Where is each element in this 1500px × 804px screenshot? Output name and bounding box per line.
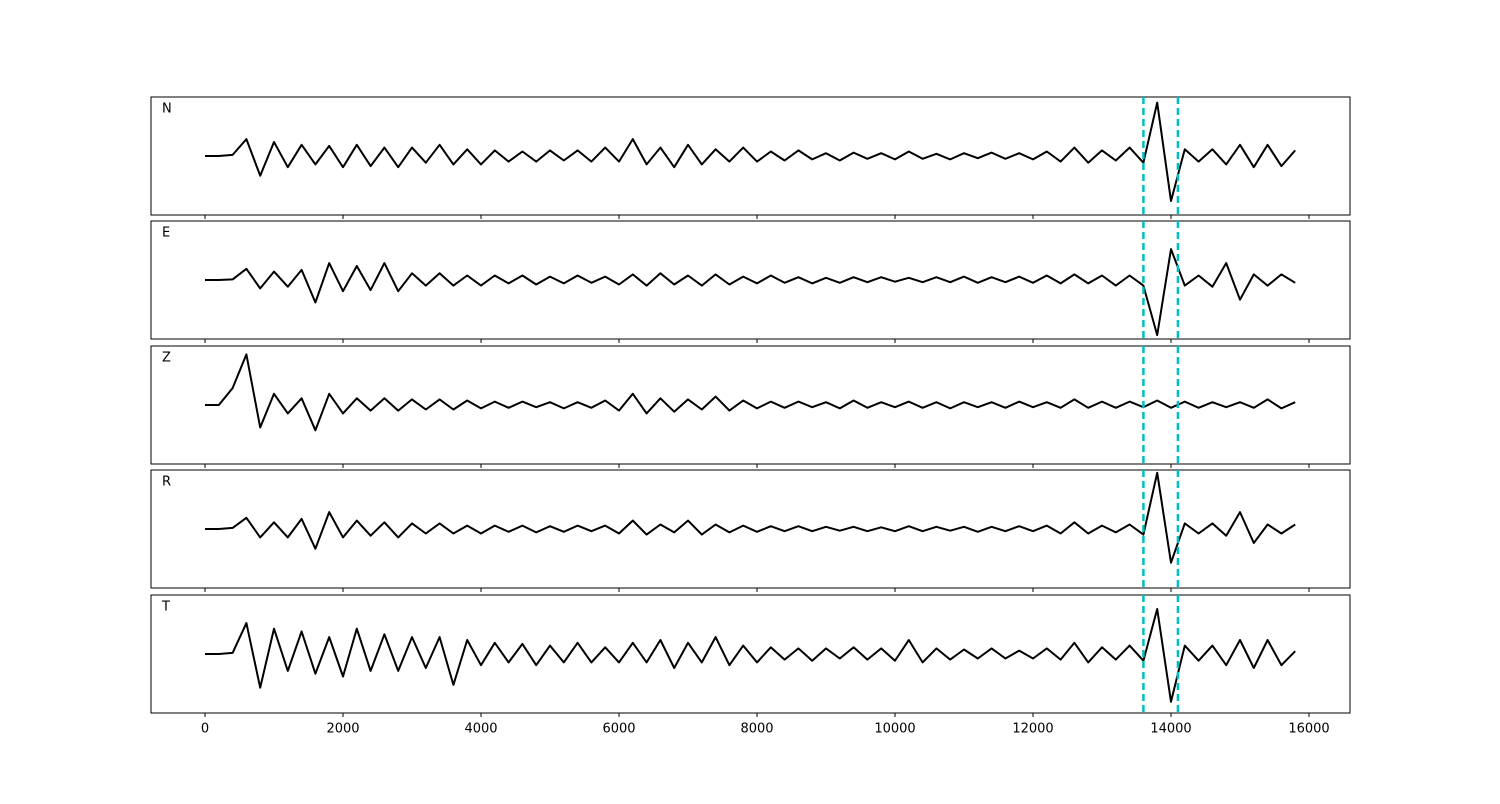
panel-frame xyxy=(150,469,1351,589)
panel-label: Z xyxy=(162,351,171,366)
panel-frame xyxy=(150,220,1351,340)
x-tick-label: 4000 xyxy=(464,722,497,737)
waveform xyxy=(205,471,1296,564)
x-tick-label: 14000 xyxy=(1150,722,1191,737)
waveform xyxy=(205,248,1296,337)
panel-frame xyxy=(150,345,1351,465)
x-tick-label: 6000 xyxy=(602,722,635,737)
waveform xyxy=(205,353,1296,432)
waveform xyxy=(205,608,1296,703)
panel-label: E xyxy=(162,226,170,241)
panel-frame xyxy=(150,96,1351,216)
x-tick-label: 8000 xyxy=(740,722,773,737)
x-tick-label: 0 xyxy=(201,722,209,737)
panel-frame xyxy=(150,594,1351,714)
x-tick-label: 10000 xyxy=(874,722,915,737)
x-tick-label: 16000 xyxy=(1288,722,1329,737)
panel-label: T xyxy=(161,600,170,615)
panel-label: N xyxy=(162,102,172,117)
x-tick-label: 2000 xyxy=(326,722,359,737)
x-tick-label: 12000 xyxy=(1012,722,1053,737)
waveform xyxy=(205,101,1296,202)
panel-label: R xyxy=(162,475,171,490)
